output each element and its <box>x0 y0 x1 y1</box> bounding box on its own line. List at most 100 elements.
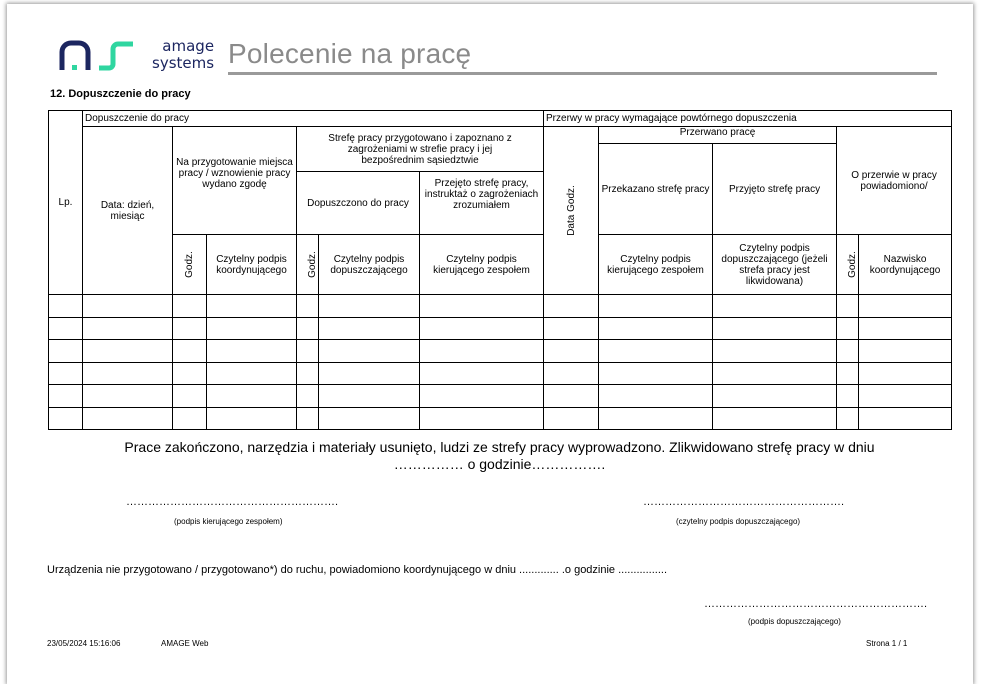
table-cell <box>858 384 953 408</box>
table-cell <box>172 339 207 363</box>
sig-right-dots: ………………………………………………. <box>643 496 845 508</box>
header-podpis-kier-2: Czytelny podpis kierującego zespołem <box>598 234 714 295</box>
table-cell <box>172 361 207 385</box>
header-dopuszczono: Dopuszczono do pracy <box>296 171 420 235</box>
footer-timestamp: 23/05/2024 15:16:06 <box>47 639 121 648</box>
header-podpis-dopusz-likw: Czytelny podpis dopuszczającego (jeżeli … <box>712 234 838 295</box>
table-cell <box>858 294 953 318</box>
table-cell <box>296 384 319 408</box>
logo-text: amage systems <box>152 38 214 72</box>
amage-logo <box>59 40 133 71</box>
table-cell <box>712 384 838 408</box>
table-cell <box>858 339 953 363</box>
sig-left-label: (podpis kierującego zespołem) <box>174 517 283 526</box>
table-cell <box>318 406 420 430</box>
footer-app: AMAGE Web <box>161 639 209 648</box>
header-dopuszczenie: Dopuszczenie do pracy <box>81 110 545 127</box>
header-data-dzien-text: Data: dzień, miesiąc <box>100 199 155 222</box>
header-nazwisko-koord: Nazwisko koordynującego <box>858 234 953 295</box>
table-cell <box>858 316 953 340</box>
header-przerwy: Przerwy w pracy wymagające powtórnego do… <box>543 110 953 127</box>
table-cell <box>206 339 297 363</box>
header-podpis-dopusz: Czytelny podpis dopuszczającego <box>318 234 420 295</box>
title-underline <box>228 72 937 75</box>
table-cell <box>712 316 838 340</box>
table-cell <box>712 406 838 430</box>
header-godz-1: Godz. <box>172 234 207 295</box>
devices-statement: Urządzenia nie przygotowano / przygotowa… <box>47 564 668 576</box>
table-cell <box>172 294 207 318</box>
table-cell <box>82 406 173 430</box>
logo-text-line2: systems <box>152 54 215 72</box>
table-cell <box>48 339 83 363</box>
completion-line2: …………… o godzinie……………. <box>393 456 606 472</box>
header-przejeto: Przejęto strefę pracy, instruktaż o zagr… <box>418 171 545 235</box>
header-podpis-koord: Czytelny podpis koordynującego <box>206 234 297 295</box>
table-cell <box>712 339 838 363</box>
table-cell <box>318 294 420 318</box>
table-cell <box>48 384 83 408</box>
table-cell <box>598 384 714 408</box>
table-cell <box>296 406 319 430</box>
table-cell <box>836 294 860 318</box>
header-godz-3: Godz. <box>836 234 860 295</box>
table-cell <box>172 406 207 430</box>
devices-sig-label: (podpis dopuszczającego) <box>748 617 841 626</box>
godz-text: Godz. <box>306 251 318 278</box>
table-cell <box>598 339 714 363</box>
header-data-dzien: Data: dzień, miesiąc <box>82 126 173 295</box>
table-row <box>48 294 953 318</box>
table-cell <box>48 361 83 385</box>
header-przyjeto: Przyjęto strefę pracy <box>712 143 838 235</box>
godz-text: Godz. <box>184 251 195 278</box>
table-cell <box>836 384 860 408</box>
table-cell <box>206 316 297 340</box>
table-cell <box>82 361 173 385</box>
table-row <box>48 339 953 363</box>
table-cell <box>598 316 714 340</box>
table-cell <box>418 384 545 408</box>
table-cell <box>598 294 714 318</box>
table-cell <box>543 406 600 430</box>
table-cell <box>418 339 545 363</box>
table-cell <box>836 339 860 363</box>
header-przerwano: Przerwano pracę <box>598 126 838 144</box>
sig-right-label: (czytelny podpis dopuszczającego) <box>676 517 801 526</box>
header-podpis-kier: Czytelny podpis kierującego zespołem <box>418 234 545 295</box>
table-cell <box>82 316 173 340</box>
header-strefe: Strefę pracy przygotowano i zapoznano z … <box>295 126 545 172</box>
header-o-przerwie: O przerwie w pracy powiadomiono/ <box>836 126 953 235</box>
table-cell <box>858 361 953 385</box>
header-godz-2: Godz. <box>296 234 319 295</box>
table-cell <box>318 361 420 385</box>
table-cell <box>48 316 83 340</box>
table-cell <box>598 406 714 430</box>
completion-line1: Prace zakończono, narzędzia i materiały … <box>124 439 875 455</box>
godz-text: Godz. <box>846 251 858 278</box>
table-cell <box>598 361 714 385</box>
table-cell <box>836 406 860 430</box>
table-cell <box>296 339 319 363</box>
header-data-godz-text: Data Godz. <box>565 185 577 236</box>
completion-statement: Prace zakończono, narzędzia i materiały … <box>48 439 951 473</box>
header-na-przygotowanie: Na przygotowanie miejsca pracy / wznowie… <box>172 126 297 235</box>
table-cell <box>48 406 83 430</box>
table-cell <box>712 294 838 318</box>
table-cell <box>858 406 953 430</box>
table-cell <box>206 361 297 385</box>
page-title: Polecenie na pracę <box>228 38 472 69</box>
table-cell <box>543 384 600 408</box>
table-cell <box>712 361 838 385</box>
table-cell <box>418 294 545 318</box>
table-cell <box>318 316 420 340</box>
header-przekazano: Przekazano strefę pracy <box>598 143 714 235</box>
devices-sig-dots: ……………………………………………………. <box>704 598 928 610</box>
table-cell <box>48 294 83 318</box>
table-cell <box>206 406 297 430</box>
table-cell <box>82 294 173 318</box>
table-cell <box>82 384 173 408</box>
table-cell <box>172 384 207 408</box>
table-cell <box>543 339 600 363</box>
table-cell <box>318 339 420 363</box>
table-cell <box>543 316 600 340</box>
